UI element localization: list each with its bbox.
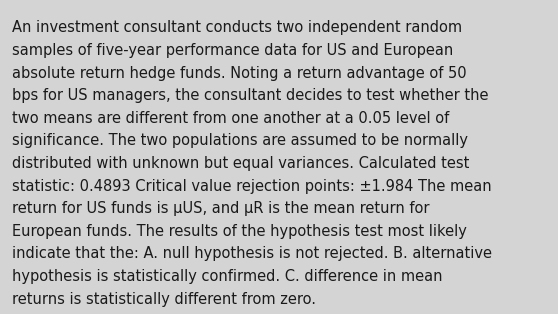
Text: two means are different from one another at a 0.05 level of: two means are different from one another… xyxy=(12,111,450,126)
Text: absolute return hedge funds. Noting a return advantage of 50: absolute return hedge funds. Noting a re… xyxy=(12,66,467,81)
Text: statistic: 0.4893 Critical value rejection points: ±1.984 The mean: statistic: 0.4893 Critical value rejecti… xyxy=(12,179,492,194)
Text: significance. The two populations are assumed to be normally: significance. The two populations are as… xyxy=(12,133,468,149)
Text: return for US funds is μUS, and μR is the mean return for: return for US funds is μUS, and μR is th… xyxy=(12,201,430,216)
Text: European funds. The results of the hypothesis test most likely: European funds. The results of the hypot… xyxy=(12,224,467,239)
Text: samples of five-year performance data for US and European: samples of five-year performance data fo… xyxy=(12,43,454,58)
Text: distributed with unknown but equal variances. Calculated test: distributed with unknown but equal varia… xyxy=(12,156,470,171)
Text: indicate that the: A. null hypothesis is not rejected. B. alternative: indicate that the: A. null hypothesis is… xyxy=(12,246,492,262)
Text: bps for US managers, the consultant decides to test whether the: bps for US managers, the consultant deci… xyxy=(12,88,489,103)
Text: An investment consultant conducts two independent random: An investment consultant conducts two in… xyxy=(12,20,463,35)
Text: returns is statistically different from zero.: returns is statistically different from … xyxy=(12,292,316,307)
Text: hypothesis is statistically confirmed. C. difference in mean: hypothesis is statistically confirmed. C… xyxy=(12,269,443,284)
